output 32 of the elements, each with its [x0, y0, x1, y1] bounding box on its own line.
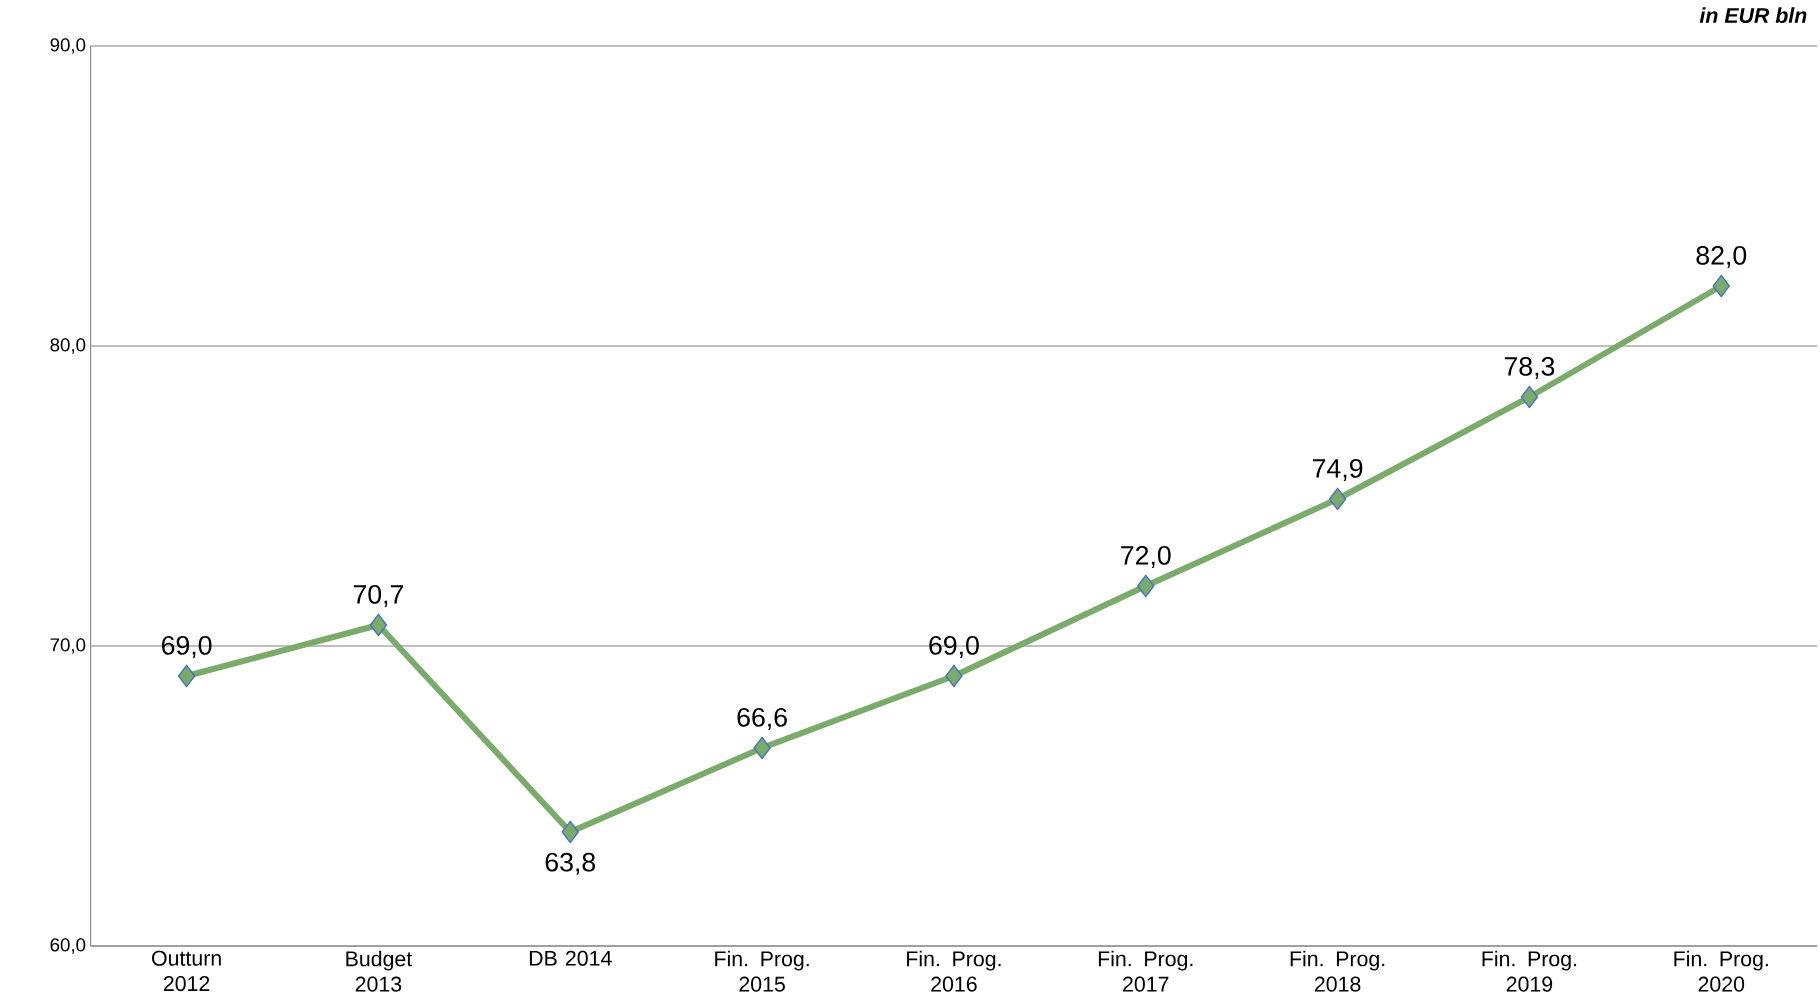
y-tick-label: 80,0 [50, 338, 86, 354]
x-tick-label: Fin. Prog. 2017 [1098, 950, 1193, 992]
point [1712, 274, 1730, 298]
point [1328, 487, 1347, 511]
data-label: 78,3 [1504, 356, 1555, 379]
data-label: 63,8 [545, 852, 596, 875]
point [177, 664, 196, 688]
point [753, 736, 771, 760]
data-label: 72,0 [1121, 545, 1171, 568]
data-label: 66,6 [737, 707, 787, 730]
data-label: 69,0 [162, 635, 212, 658]
text: in EUR bln [1699, 7, 1807, 24]
point [945, 664, 963, 688]
data-label: 82,0 [1696, 245, 1747, 268]
x-tick-label: Outturn 2012 [152, 950, 221, 992]
data-label: 74,9 [1313, 458, 1363, 481]
y-tick-label: 70,0 [50, 638, 86, 654]
x-tick-label: Fin. Prog. 2015 [715, 950, 809, 992]
data-label: 69,0 [929, 635, 979, 658]
x-tick-label: Fin. Prog. 2020 [1674, 950, 1768, 992]
x-tick-label: Fin. Prog. 2016 [907, 950, 1001, 992]
point [1520, 385, 1539, 409]
point [1137, 574, 1155, 598]
y-tick-label: 60,0 [50, 938, 86, 954]
x-tick-label: Budget 2013 [346, 950, 413, 992]
x-tick-label: Fin. Prog. 2019 [1482, 950, 1577, 992]
data-label: 70,7 [353, 584, 404, 607]
point [561, 820, 579, 844]
x-tick-label: DB 2014 [529, 950, 612, 966]
point [369, 613, 388, 637]
x-tick-label: Fin. Prog. 2018 [1290, 950, 1385, 992]
y-tick-label: 90,0 [50, 38, 86, 54]
